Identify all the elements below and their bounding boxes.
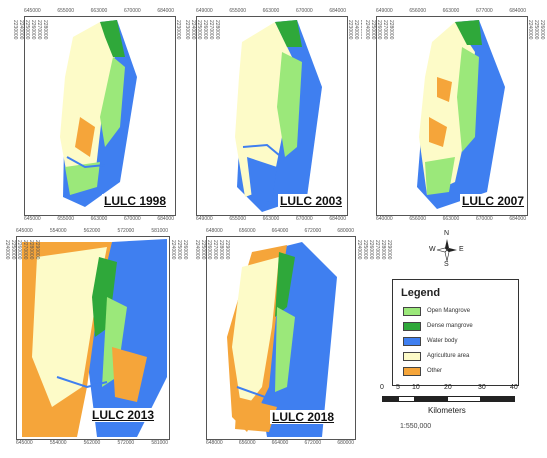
right-ticks: 2280000 2270000 2260000 2250000 2240000	[527, 20, 547, 40]
legend-item: Dense mangrove	[403, 321, 473, 331]
scale-segment	[447, 396, 481, 402]
legend-swatch	[403, 351, 421, 361]
left-ticks: 2290000 2280000 2270000 2260000 2250000 …	[194, 240, 230, 260]
top-ticks: 649000 656000 663000 677000 684000	[376, 8, 526, 14]
map-panel-1998: 645000 655000 663000 670000 684000 22800…	[10, 8, 211, 230]
left-ticks: 2280000 2270000 2260000 2250000 2240000 …	[184, 20, 220, 40]
panel-title: LULC 2013	[90, 408, 157, 422]
bottom-ticks: 645000 655000 663000 670000 684000	[24, 216, 174, 222]
map-panel-2018: 648000 656000 664000 672000 680000 22900…	[190, 228, 392, 456]
scale-segment	[414, 396, 448, 402]
panel-title: LULC 2018	[270, 410, 337, 424]
map-2007	[417, 20, 505, 209]
panel-title: LULC 1998	[102, 194, 169, 208]
north-arrow-icon: N S W E	[429, 230, 464, 268]
bottom-ticks: 645000 554000 562000 572000 581000	[16, 440, 168, 446]
map-2003	[235, 20, 322, 212]
scale-ratio: 1:550,000	[400, 423, 432, 430]
legend-swatch	[403, 321, 421, 331]
top-ticks: 649000 655000 663000 670000 684000	[196, 8, 346, 14]
left-ticks: 2280000 2270000 2260000 2250000 2240000	[364, 20, 394, 40]
panel-title: LULC 2007	[460, 194, 527, 208]
map-1998	[60, 20, 137, 207]
scale-segment	[480, 396, 515, 402]
legend-swatch	[403, 366, 421, 376]
legend-item: Water body	[403, 336, 457, 346]
map-2013	[22, 239, 167, 437]
compass-w: W	[429, 246, 436, 253]
scale-bar: 0 5 10 20 30 40 Kilometers	[380, 384, 520, 424]
bottom-ticks: 648000 656000 664000 672000 680000	[206, 440, 354, 446]
panel-title: LULC 2003	[278, 194, 345, 208]
legend-item: Open Mangrove	[403, 306, 470, 316]
scale-segment	[398, 396, 415, 402]
legend-swatch	[403, 306, 421, 316]
legend-item: Other	[403, 366, 442, 376]
left-ticks: 2290000 2280000 2270000 2260000 2250000 …	[4, 240, 40, 260]
scale-unit: Kilometers	[428, 406, 466, 415]
top-ticks: 645000 554000 562000 572000 581000	[16, 228, 168, 234]
left-ticks: 2280000 2270000 2260000 2250000 2240000 …	[12, 20, 48, 40]
map-panel-2003: 649000 655000 663000 670000 684000 22800…	[182, 8, 383, 230]
scale-ticks: 0 5 10 20 30 40	[380, 384, 518, 391]
top-ticks: 648000 656000 664000 672000 680000	[206, 228, 354, 234]
legend-item: Agriculture area	[403, 351, 469, 361]
compass-s: S	[444, 261, 449, 268]
map-2018	[227, 242, 337, 437]
bottom-ticks: 640000 656000 663000 670000 684000	[376, 216, 526, 222]
map-panel-2007: 649000 656000 663000 677000 684000 22800…	[362, 8, 547, 230]
legend-swatch	[403, 336, 421, 346]
compass-e: E	[459, 246, 464, 253]
legend: Legend Open Mangrove Dense mangrove Wate…	[392, 279, 519, 386]
bottom-ticks: 649000 655000 663000 670000 684000	[196, 216, 346, 222]
compass-n: N	[444, 230, 450, 237]
scale-segment	[382, 396, 399, 402]
legend-title: Legend	[401, 287, 441, 299]
map-panel-2013: 645000 554000 562000 572000 581000 22900…	[4, 228, 206, 456]
right-ticks: 2290000 2280000 2270000 2260000 2250000 …	[356, 240, 392, 260]
top-ticks: 645000 655000 663000 670000 684000	[24, 8, 174, 14]
